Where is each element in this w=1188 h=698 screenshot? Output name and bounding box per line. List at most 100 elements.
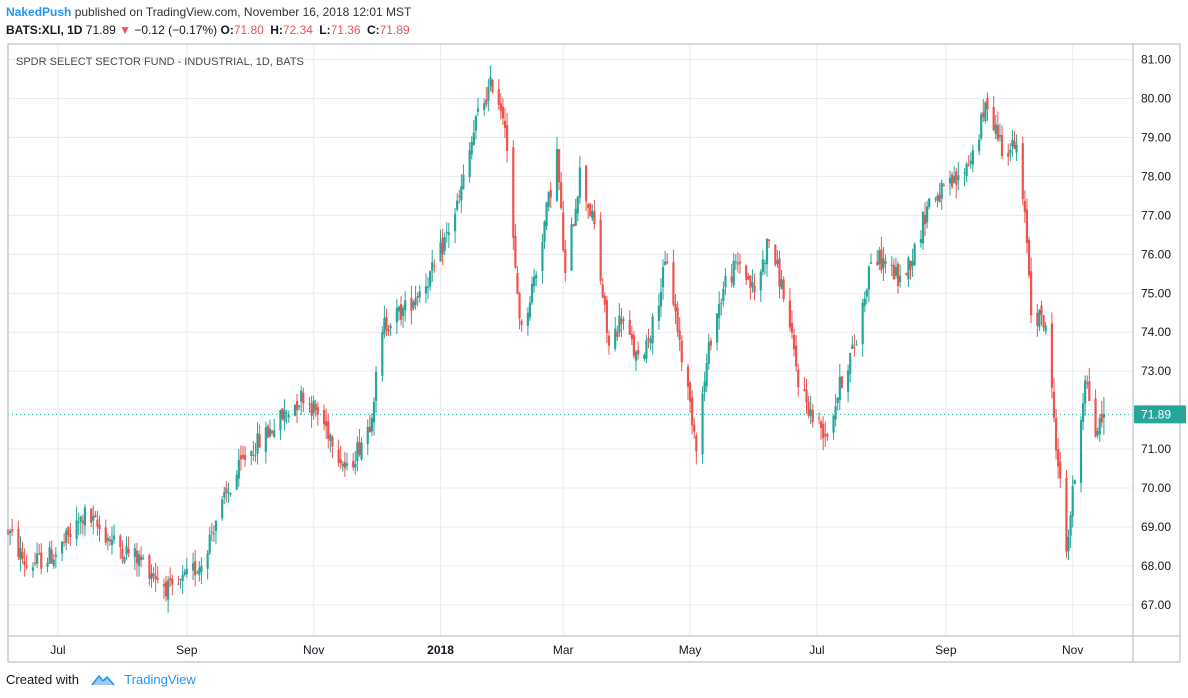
candle-body bbox=[343, 461, 346, 468]
candle-body bbox=[1011, 139, 1014, 147]
candle-body bbox=[938, 194, 941, 202]
candle bbox=[790, 310, 794, 339]
candle-body bbox=[142, 558, 145, 560]
candle bbox=[329, 432, 332, 453]
candle bbox=[738, 253, 742, 274]
candle bbox=[295, 393, 299, 423]
candle bbox=[664, 250, 667, 266]
candle-body bbox=[1050, 323, 1054, 388]
tradingview-logo-icon[interactable] bbox=[90, 673, 115, 687]
candle bbox=[485, 87, 488, 108]
candle-body bbox=[811, 410, 814, 423]
candle-body bbox=[647, 338, 650, 341]
candle bbox=[503, 107, 507, 138]
candle-body bbox=[279, 410, 282, 431]
candle-body bbox=[487, 86, 490, 101]
candle bbox=[414, 285, 417, 310]
candle bbox=[792, 328, 796, 357]
candle bbox=[312, 395, 315, 420]
candle bbox=[528, 295, 532, 321]
candle-body bbox=[774, 244, 777, 265]
candle-body bbox=[651, 316, 654, 344]
candle-body bbox=[483, 103, 486, 110]
candle-body bbox=[472, 132, 475, 145]
candle bbox=[266, 423, 270, 439]
candle-body bbox=[139, 556, 143, 561]
candle bbox=[892, 258, 895, 280]
candle-body bbox=[312, 400, 315, 414]
candle bbox=[154, 562, 157, 593]
candle bbox=[984, 101, 987, 124]
candle-body bbox=[863, 298, 866, 306]
candle-body bbox=[412, 302, 415, 309]
candle bbox=[83, 504, 87, 537]
candle bbox=[256, 422, 259, 465]
candle-body bbox=[618, 315, 621, 333]
candle bbox=[104, 519, 107, 546]
candle bbox=[986, 92, 989, 122]
candle-body bbox=[851, 344, 854, 349]
candle bbox=[1011, 130, 1014, 157]
publish-header: NakedPush published on TradingView.com, … bbox=[6, 4, 411, 20]
candle-body bbox=[416, 296, 419, 299]
candle bbox=[179, 578, 182, 589]
candle-body bbox=[557, 149, 561, 183]
candle-body bbox=[950, 174, 954, 187]
time-axis[interactable]: Jul Sep Nov 2018 Mar May Jul Sep Nov bbox=[50, 643, 1083, 657]
candle-body bbox=[834, 406, 837, 420]
candle bbox=[890, 256, 893, 277]
candle-body bbox=[1036, 312, 1039, 326]
candle-body bbox=[302, 392, 305, 404]
tradingview-brand-link[interactable]: TradingView bbox=[124, 672, 196, 687]
candle-body bbox=[94, 515, 97, 518]
candle-body bbox=[441, 237, 444, 255]
candle-body bbox=[447, 232, 450, 235]
candle-body bbox=[395, 307, 398, 323]
candle bbox=[736, 251, 739, 273]
candle bbox=[1013, 131, 1016, 150]
price-axis[interactable]: 67.0068.0069.0070.0071.0072.0073.0074.00… bbox=[1141, 53, 1171, 612]
candle bbox=[1073, 479, 1076, 485]
x-tick-label: Nov bbox=[1062, 643, 1083, 657]
candle bbox=[487, 79, 490, 112]
candle-body bbox=[880, 249, 883, 271]
candle bbox=[252, 441, 255, 461]
candle-body bbox=[790, 322, 794, 333]
candle bbox=[1098, 414, 1101, 442]
candle-body bbox=[337, 449, 340, 463]
candle bbox=[880, 236, 883, 274]
candle-body bbox=[485, 99, 488, 105]
candle bbox=[805, 378, 808, 414]
candle-body bbox=[526, 312, 529, 326]
candle bbox=[730, 263, 733, 288]
candle bbox=[1021, 136, 1024, 206]
candle bbox=[183, 568, 186, 577]
candle-body bbox=[560, 182, 563, 209]
candle-body bbox=[1021, 143, 1024, 200]
x-tick-label: Mar bbox=[553, 643, 574, 657]
candle-body bbox=[1086, 382, 1089, 385]
candle-body bbox=[549, 189, 552, 198]
candle-body bbox=[896, 263, 900, 287]
candle bbox=[803, 377, 806, 392]
candle-body bbox=[360, 442, 363, 460]
candle-body bbox=[795, 345, 798, 367]
candle-body bbox=[252, 454, 255, 456]
candle-body bbox=[693, 424, 696, 432]
symbol-label[interactable]: BATS:XLI, 1D bbox=[6, 23, 83, 37]
author-name[interactable]: NakedPush bbox=[6, 5, 72, 19]
candle bbox=[325, 408, 328, 440]
candle-body bbox=[295, 401, 299, 411]
candle-body bbox=[119, 535, 122, 548]
candle bbox=[965, 161, 968, 183]
candle-body bbox=[370, 418, 374, 432]
candle-body bbox=[782, 279, 785, 300]
x-tick-label: Jul bbox=[809, 643, 824, 657]
candle-body bbox=[90, 508, 93, 523]
open-label: O: bbox=[220, 23, 234, 37]
candle-body bbox=[191, 563, 195, 571]
y-tick-label: 76.00 bbox=[1141, 247, 1171, 261]
candle-body bbox=[1013, 141, 1016, 149]
candle bbox=[447, 222, 450, 248]
